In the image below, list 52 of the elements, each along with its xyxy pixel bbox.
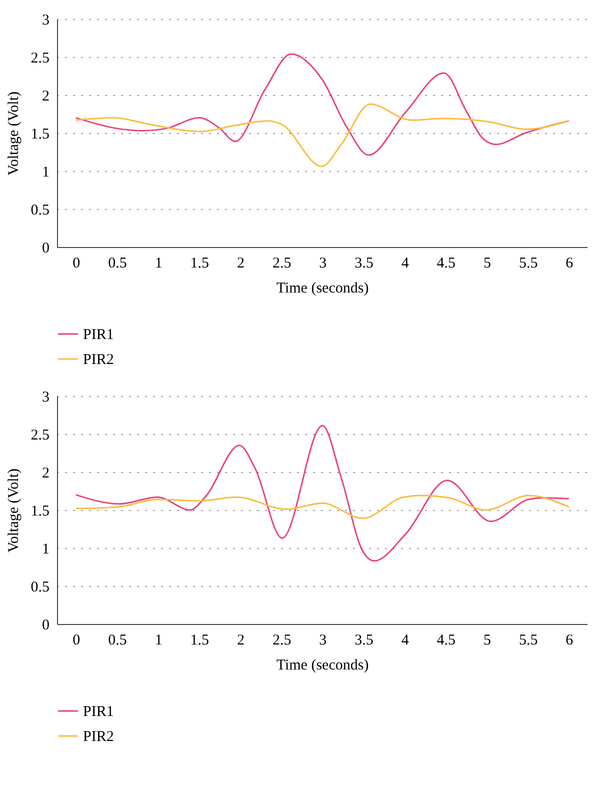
legend-label: PIR2 (83, 352, 114, 368)
x-tick-label: 3 (319, 632, 327, 648)
x-tick-label: 6 (566, 256, 574, 272)
x-tick-label: 3 (319, 256, 327, 272)
x-tick-label: 4.5 (436, 632, 456, 648)
line-series (75, 494, 570, 520)
x-tick-label: 0 (72, 256, 80, 272)
line-series (75, 424, 570, 562)
y-tick-label: 1 (42, 542, 50, 558)
x-tick-label: 3.5 (354, 632, 374, 648)
x-tick-label: 5.5 (518, 256, 538, 272)
y-axis-title: Voltage (Volt) (6, 468, 22, 553)
x-axis-title: Time (seconds) (276, 658, 369, 674)
x-tick-label: 4 (401, 256, 410, 272)
y-tick-label: 3 (42, 12, 50, 28)
x-tick-label: 1 (154, 256, 162, 272)
x-tick-label: 0.5 (108, 632, 127, 648)
x-tick-label: 6 (566, 632, 574, 648)
x-tick-label: 5.5 (518, 632, 538, 648)
legend-label: PIR2 (83, 729, 114, 745)
x-tick-label: 4.5 (436, 256, 456, 272)
y-tick-label: 2.5 (30, 428, 50, 444)
x-tick-label: 0 (72, 632, 80, 648)
x-tick-label: 1.5 (190, 632, 210, 648)
y-tick-label: 0 (42, 618, 50, 634)
x-axis-title: Time (seconds) (276, 280, 369, 296)
x-tick-label: 1.5 (190, 256, 210, 272)
x-tick-label: 1 (154, 632, 162, 648)
y-tick-label: 3 (42, 390, 50, 406)
y-tick-label: 2.5 (30, 50, 50, 66)
x-tick-label: 2.5 (272, 632, 292, 648)
legend-label: PIR1 (83, 704, 114, 720)
x-tick-label: 4 (401, 632, 410, 648)
y-tick-label: 0.5 (30, 580, 50, 596)
x-tick-label: 2 (236, 632, 244, 648)
x-tick-label: 5 (484, 256, 491, 272)
y-tick-label: 0 (42, 240, 50, 256)
y-tick-label: 1.5 (30, 126, 50, 142)
x-tick-label: 0.5 (108, 256, 127, 272)
legend-label: PIR1 (83, 327, 114, 343)
y-tick-label: 2 (42, 88, 50, 104)
y-tick-label: 1.5 (30, 504, 50, 520)
x-tick-label: 3.5 (354, 256, 374, 272)
y-axis-title: Voltage (Volt) (6, 91, 22, 176)
y-tick-label: 0.5 (30, 202, 50, 218)
line-series (75, 53, 570, 156)
y-tick-label: 1 (42, 164, 50, 180)
y-tick-label: 2 (42, 466, 50, 482)
x-tick-label: 5 (484, 632, 491, 648)
line-series (75, 103, 570, 168)
x-tick-label: 2 (236, 256, 244, 272)
x-tick-label: 2.5 (272, 256, 292, 272)
